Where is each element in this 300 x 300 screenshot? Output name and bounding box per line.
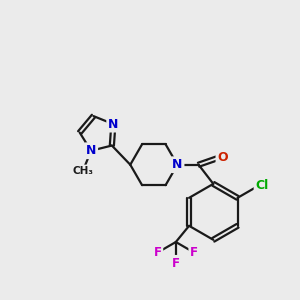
Text: Cl: Cl [256, 179, 269, 192]
Text: N: N [86, 144, 96, 157]
Text: F: F [172, 257, 180, 270]
Text: N: N [108, 118, 118, 130]
Text: N: N [172, 158, 183, 171]
Text: F: F [154, 246, 161, 259]
Text: O: O [218, 151, 228, 164]
Text: F: F [190, 246, 198, 259]
Text: CH₃: CH₃ [72, 166, 93, 176]
